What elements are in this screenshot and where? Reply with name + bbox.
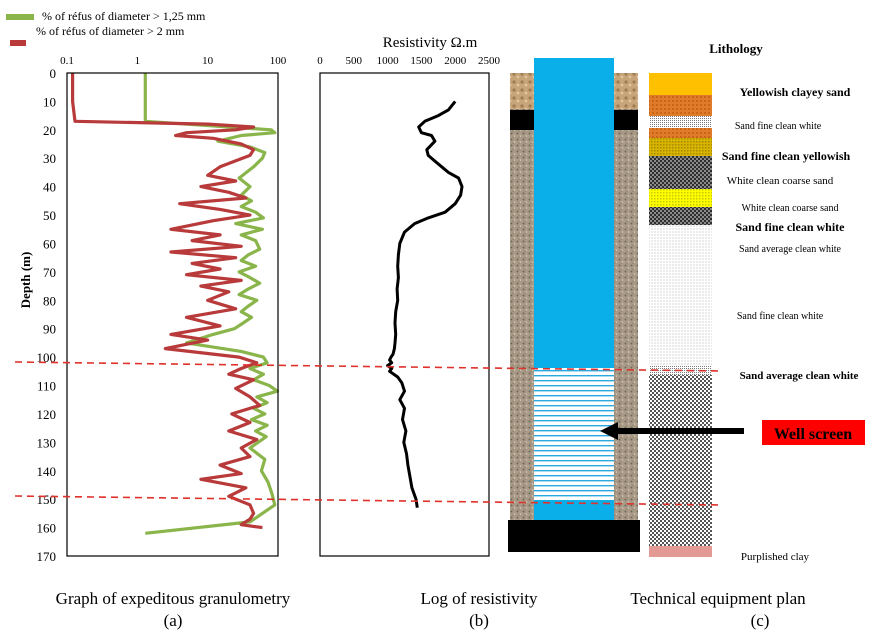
granulometry-tick-label: 100 <box>270 55 287 67</box>
resistivity-tick-label: 1500 <box>410 55 433 67</box>
depth-tick-label: 130 <box>37 435 57 450</box>
litho-average-white-2 <box>649 375 712 546</box>
granulometry-x-ticks: 0.1 1 10 100 <box>60 55 287 67</box>
litho-coarse-white-2 <box>649 189 712 207</box>
bottom-plug <box>508 520 640 552</box>
granulometry-tick-label: 1 <box>135 55 141 67</box>
depth-tick-label: 10 <box>43 94 56 109</box>
equipment-plan-panel: Lithology Yellowish clayey sand Sand fine… <box>508 41 865 563</box>
depth-tick-label: 150 <box>37 492 57 507</box>
litho-fine-white-2 <box>649 207 712 225</box>
legend-green-swatch <box>6 14 34 20</box>
legend-red-label: % of réfus of diameter > 2 mm <box>36 24 185 38</box>
granulometry-series-2mm-line <box>70 73 263 530</box>
lithology-label: Sand fine clean white <box>735 220 845 234</box>
resistivity-log-line <box>386 100 464 508</box>
depth-tick-label: 70 <box>43 265 56 280</box>
depth-tick-label: 20 <box>43 123 56 138</box>
depth-tick-label: 50 <box>43 208 56 223</box>
caption-a-letter: (a) <box>164 611 183 630</box>
cement-seal-left <box>510 110 534 130</box>
caption-b-letter: (b) <box>469 611 489 630</box>
topsoil-right <box>614 73 638 109</box>
granulometry-series-1-25mm-line <box>143 73 279 535</box>
lithology-label: Sand fine clean white <box>737 311 824 322</box>
resistivity-series <box>386 100 464 508</box>
resistivity-tick-label: 0 <box>317 55 323 67</box>
lithology-label: Purplished clay <box>741 551 810 563</box>
formation-left <box>510 73 534 523</box>
granulometry-plot-frame <box>66 72 279 557</box>
lithology-labels: Yellowish clayey sand Sand fine clean whi… <box>722 85 859 563</box>
depth-tick-label: 140 <box>37 464 57 479</box>
lithology-label: Sand fine clean yellowish <box>722 149 851 163</box>
lithology-label: Sand average clean white <box>740 370 859 382</box>
well-casing <box>534 58 614 368</box>
caption-c-title: Technical equipment plan <box>630 589 806 608</box>
resistivity-x-ticks: 0 500 1000 1500 2000 2500 <box>317 55 500 67</box>
resistivity-tick-label: 1000 <box>377 55 400 67</box>
resistivity-tick-label: 2500 <box>478 55 501 67</box>
legend: % of réfus of diameter > 1,25 mm % of ré… <box>6 9 206 46</box>
well-screen-arrowhead <box>600 422 618 440</box>
caption-c-letter: (c) <box>751 611 770 630</box>
lithology-label: White clean coarse sand <box>742 203 839 214</box>
legend-green-label: % of réfus of diameter > 1,25 mm <box>42 9 206 23</box>
depth-axis-ticks: 0 10 20 30 40 50 60 70 80 90 100 110 120 130 140 150 160… <box>37 66 57 564</box>
litho-average-white-1 <box>649 225 712 365</box>
depth-tick-label: 170 <box>37 549 57 564</box>
depth-tick-label: 120 <box>37 407 57 422</box>
depth-tick-label: 90 <box>43 322 56 337</box>
litho-purplished-clay <box>649 546 712 557</box>
lithology-label: White clean coarse sand <box>727 175 834 187</box>
granulometry-panel: 0.1 1 10 100 010203040506070809010011012013… <box>18 55 287 564</box>
lithology-title: Lithology <box>709 41 763 56</box>
resistivity-tick-label: 500 <box>346 55 363 67</box>
screen-top-dashed-line <box>14 361 723 372</box>
depth-tick-label: 160 <box>37 521 57 536</box>
litho-orange-band-2 <box>649 128 712 138</box>
litho-orange-band <box>649 95 712 116</box>
lithology-label: Yellowish clayey sand <box>740 85 851 99</box>
depth-axis-label: Depth (m) <box>18 252 33 309</box>
depth-tick-label: 30 <box>43 151 56 166</box>
granulometry-series <box>70 73 279 535</box>
resistivity-title: Resistivity Ω.m <box>383 35 478 51</box>
depth-tick-label: 40 <box>43 180 56 195</box>
lithology-label: Sand average clean white <box>739 244 841 255</box>
captions: Graph of expeditous granulometry (a) Log… <box>56 589 806 630</box>
legend-red-swatch <box>10 40 26 46</box>
lithology-label: Sand fine clean white <box>735 121 822 132</box>
screen-bottom-dashed-line <box>14 495 723 506</box>
cement-seal-right <box>614 110 638 130</box>
well-screen-label: Well screen <box>774 426 852 443</box>
resistivity-plot-frame <box>319 72 490 557</box>
litho-fine-white-1 <box>649 116 712 128</box>
granulometry-tick-label: 0.1 <box>60 55 74 67</box>
well-screen <box>534 368 614 500</box>
depth-tick-label: 110 <box>37 379 56 394</box>
litho-fine-yellowish <box>649 138 712 156</box>
formation-right <box>614 73 638 523</box>
well-screen-label-bg <box>762 420 865 445</box>
litho-yellowish-clayey-sand <box>649 73 712 95</box>
sump-tube <box>534 500 614 520</box>
resistivity-tick-label: 2000 <box>444 55 467 67</box>
topsoil-left <box>510 73 534 109</box>
depth-tick-label: 80 <box>43 293 56 308</box>
caption-b-title: Log of resistivity <box>420 589 538 608</box>
caption-a-title: Graph of expeditous granulometry <box>56 589 291 608</box>
depth-tick-label: 60 <box>43 236 56 251</box>
depth-tick-label: 0 <box>50 66 57 81</box>
litho-coarse-white-1 <box>649 156 712 189</box>
granulometry-tick-label: 10 <box>202 55 214 67</box>
depth-tick-label: 100 <box>37 350 57 365</box>
resistivity-panel: Resistivity Ω.m 0 500 1000 1500 2000 2500 <box>317 35 501 557</box>
